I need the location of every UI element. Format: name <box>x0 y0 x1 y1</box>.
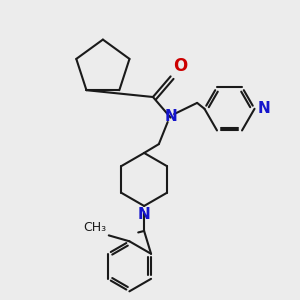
Text: O: O <box>173 57 187 75</box>
Text: N: N <box>138 207 151 222</box>
Text: N: N <box>258 101 271 116</box>
Text: N: N <box>164 109 177 124</box>
Text: CH₃: CH₃ <box>83 221 106 234</box>
